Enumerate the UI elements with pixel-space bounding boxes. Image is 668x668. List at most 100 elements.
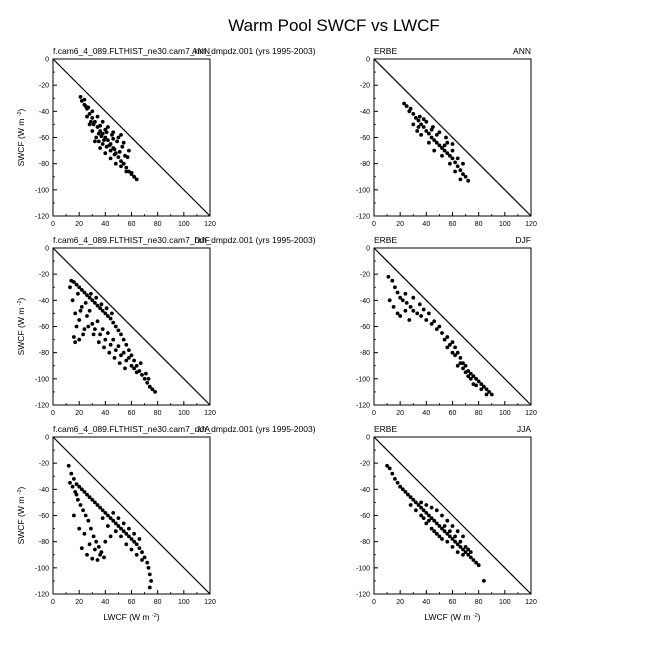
- data-point: [417, 302, 422, 307]
- data-point: [150, 387, 155, 392]
- data-point: [124, 542, 129, 547]
- x-tick-label: 0: [372, 221, 376, 228]
- data-point: [87, 542, 92, 547]
- data-point: [416, 125, 421, 129]
- data-point: [479, 382, 484, 386]
- data-point: [110, 133, 114, 137]
- data-point: [398, 484, 403, 489]
- panel-season-label: ANN: [192, 46, 210, 56]
- data-point: [96, 131, 101, 136]
- y-tick-label: -100: [35, 187, 49, 194]
- data-point: [445, 518, 450, 523]
- data-point: [95, 503, 100, 507]
- data-point: [72, 335, 76, 339]
- data-point: [424, 119, 429, 124]
- data-point: [395, 480, 400, 485]
- data-point: [121, 161, 126, 166]
- data-point: [421, 516, 426, 520]
- data-point: [129, 547, 134, 552]
- data-point: [458, 545, 463, 549]
- y-tick-label: -120: [356, 403, 370, 410]
- y-tick-label: -80: [39, 350, 49, 357]
- data-point: [103, 127, 108, 132]
- data-point: [450, 148, 455, 153]
- data-point: [132, 531, 137, 536]
- x-tick-label: 0: [372, 599, 376, 606]
- data-point: [113, 161, 118, 166]
- data-point: [463, 174, 468, 179]
- panel-left-label: ERBE: [374, 235, 397, 245]
- data-point: [100, 142, 105, 146]
- panel-left-label: ERBE: [374, 46, 397, 56]
- y-tick-label: -40: [39, 109, 49, 116]
- data-point: [453, 169, 457, 174]
- data-point: [78, 503, 83, 507]
- data-point: [471, 558, 476, 562]
- data-point: [77, 526, 82, 531]
- data-point: [112, 152, 117, 157]
- data-point: [429, 135, 434, 140]
- data-point: [421, 125, 426, 129]
- data-point: [73, 340, 78, 345]
- data-point: [448, 153, 452, 158]
- data-point: [434, 531, 439, 536]
- data-point: [432, 319, 437, 324]
- data-point: [123, 366, 127, 371]
- data-point: [119, 332, 123, 337]
- data-point: [453, 160, 457, 165]
- reference-line: [52, 58, 211, 217]
- y-tick-label: -80: [360, 539, 370, 546]
- data-point: [466, 178, 471, 183]
- data-point: [129, 353, 134, 358]
- data-point: [129, 363, 134, 368]
- data-point: [82, 490, 87, 494]
- reference-line: [373, 436, 532, 595]
- data-point: [108, 156, 113, 161]
- data-point: [116, 524, 121, 528]
- x-tick-label: 80: [154, 221, 162, 228]
- data-point: [78, 308, 83, 313]
- data-point: [140, 550, 144, 554]
- data-point: [450, 524, 455, 528]
- data-point: [132, 174, 137, 179]
- y-tick-label: -100: [356, 187, 370, 194]
- data-point: [142, 555, 147, 560]
- data-point: [453, 345, 457, 350]
- x-tick-label: 80: [154, 599, 162, 606]
- x-tick-label: 80: [154, 410, 162, 417]
- data-point: [106, 331, 110, 335]
- data-point: [434, 133, 439, 137]
- x-tick-label: 20: [396, 221, 404, 228]
- x-tick-label: 60: [128, 599, 136, 606]
- x-tick-label: 0: [51, 221, 55, 228]
- reference-line: [373, 247, 532, 406]
- x-axis-label: LWCF (W m -2): [103, 612, 159, 622]
- data-point: [89, 291, 93, 296]
- data-point: [113, 521, 118, 526]
- data-point: [403, 291, 408, 296]
- data-point: [448, 342, 452, 347]
- data-point: [113, 529, 118, 534]
- data-point: [137, 537, 142, 541]
- data-point: [73, 311, 78, 316]
- data-point: [395, 290, 400, 295]
- data-point: [81, 332, 85, 337]
- data-point: [424, 511, 429, 515]
- data-point: [121, 140, 126, 145]
- data-point: [111, 511, 116, 515]
- data-point: [74, 324, 79, 329]
- data-point: [450, 350, 455, 355]
- data-point: [106, 138, 110, 143]
- data-point: [108, 342, 113, 347]
- y-tick-label: -120: [35, 214, 49, 221]
- data-point: [147, 585, 152, 590]
- y-tick-label: -80: [39, 161, 49, 168]
- reference-line: [373, 58, 532, 217]
- data-point: [103, 311, 108, 316]
- x-tick-label: 0: [372, 410, 376, 417]
- data-point: [429, 505, 434, 510]
- data-point: [429, 516, 434, 520]
- data-point: [83, 301, 88, 305]
- data-point: [437, 534, 442, 539]
- x-tick-label: 80: [475, 221, 483, 228]
